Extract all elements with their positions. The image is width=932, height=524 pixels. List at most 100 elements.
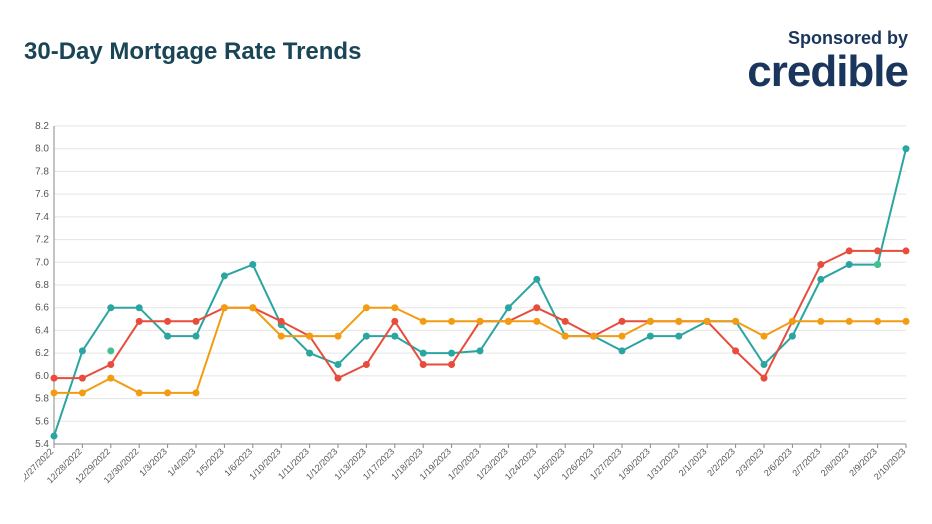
x-tick-label: 2/7/2023 xyxy=(790,446,822,478)
data-point xyxy=(477,318,484,325)
data-point xyxy=(817,261,824,268)
y-tick-label: 6.0 xyxy=(35,371,49,382)
data-point xyxy=(675,333,682,340)
series-line xyxy=(54,251,906,378)
data-point xyxy=(874,318,881,325)
data-point xyxy=(619,333,626,340)
data-point xyxy=(51,433,58,440)
data-point xyxy=(193,389,200,396)
data-point xyxy=(335,361,342,368)
x-tick-label: 2/3/2023 xyxy=(734,446,766,478)
data-point xyxy=(249,304,256,311)
data-point xyxy=(675,318,682,325)
data-point xyxy=(647,318,654,325)
y-tick-label: 8.2 xyxy=(35,121,49,132)
data-point xyxy=(533,304,540,311)
data-point xyxy=(533,276,540,283)
data-point xyxy=(164,318,171,325)
y-tick-label: 6.2 xyxy=(35,348,49,359)
data-point xyxy=(193,333,200,340)
x-tick-label: 1/3/2023 xyxy=(137,446,169,478)
data-point xyxy=(221,304,228,311)
data-point xyxy=(817,276,824,283)
data-point xyxy=(79,375,86,382)
sponsor-logo: credible xyxy=(747,51,908,93)
x-tick-label: 1/31/2023 xyxy=(645,446,680,481)
data-point xyxy=(846,261,853,268)
x-tick-label: 2/2/2023 xyxy=(705,446,737,478)
data-point xyxy=(278,318,285,325)
data-point xyxy=(761,333,768,340)
data-point xyxy=(221,272,228,279)
y-tick-label: 7.4 xyxy=(35,212,49,223)
data-point xyxy=(903,318,910,325)
data-point xyxy=(363,361,370,368)
data-point xyxy=(846,318,853,325)
y-tick-label: 5.6 xyxy=(35,416,49,427)
data-point xyxy=(477,347,484,354)
y-tick-label: 5.8 xyxy=(35,394,49,405)
y-tick-label: 7.2 xyxy=(35,235,49,246)
data-point xyxy=(874,247,881,254)
data-point xyxy=(164,389,171,396)
page-title: 30-Day Mortgage Rate Trends xyxy=(24,38,361,66)
data-point xyxy=(704,318,711,325)
data-point xyxy=(107,361,114,368)
data-point xyxy=(391,318,398,325)
data-point xyxy=(136,304,143,311)
data-point xyxy=(817,318,824,325)
data-point xyxy=(391,333,398,340)
data-point xyxy=(420,350,427,357)
data-point xyxy=(903,247,910,254)
data-point xyxy=(136,318,143,325)
data-point xyxy=(562,318,569,325)
data-point xyxy=(391,304,398,311)
data-point xyxy=(732,347,739,354)
data-point xyxy=(647,333,654,340)
data-point xyxy=(619,347,626,354)
data-point xyxy=(420,318,427,325)
data-point xyxy=(448,318,455,325)
data-point xyxy=(335,375,342,382)
data-point xyxy=(107,304,114,311)
data-point xyxy=(789,333,796,340)
x-tick-label: 1/5/2023 xyxy=(194,446,226,478)
x-tick-label: 2/8/2023 xyxy=(819,446,851,478)
data-point xyxy=(448,361,455,368)
data-point xyxy=(278,333,285,340)
y-tick-label: 7.6 xyxy=(35,189,49,200)
data-point xyxy=(420,361,427,368)
data-point xyxy=(136,389,143,396)
x-tick-label: 1/4/2023 xyxy=(166,446,198,478)
data-point xyxy=(505,318,512,325)
y-tick-label: 6.4 xyxy=(35,325,49,336)
data-point xyxy=(335,333,342,340)
data-point xyxy=(761,361,768,368)
y-tick-label: 6.6 xyxy=(35,303,49,314)
data-point xyxy=(51,375,58,382)
chart-container: 5.45.65.86.06.26.46.66.87.07.27.47.67.88… xyxy=(24,120,916,504)
data-point xyxy=(79,389,86,396)
data-point xyxy=(846,247,853,254)
data-point xyxy=(590,333,597,340)
sponsor-block: Sponsored by credible xyxy=(747,28,908,93)
data-point xyxy=(164,333,171,340)
data-point xyxy=(789,318,796,325)
data-point xyxy=(249,261,256,268)
y-tick-label: 6.8 xyxy=(35,280,49,291)
data-point xyxy=(874,261,881,268)
data-point xyxy=(505,304,512,311)
data-point xyxy=(448,350,455,357)
data-point xyxy=(562,333,569,340)
data-point xyxy=(761,375,768,382)
x-tick-label: 2/10/2023 xyxy=(872,446,907,481)
data-point xyxy=(193,318,200,325)
data-point xyxy=(306,350,313,357)
data-point xyxy=(79,347,86,354)
x-tick-label: 2/6/2023 xyxy=(762,446,794,478)
data-point xyxy=(51,389,58,396)
data-point xyxy=(107,375,114,382)
data-point xyxy=(107,347,114,354)
y-tick-label: 7.8 xyxy=(35,166,49,177)
y-tick-label: 7.0 xyxy=(35,257,49,268)
